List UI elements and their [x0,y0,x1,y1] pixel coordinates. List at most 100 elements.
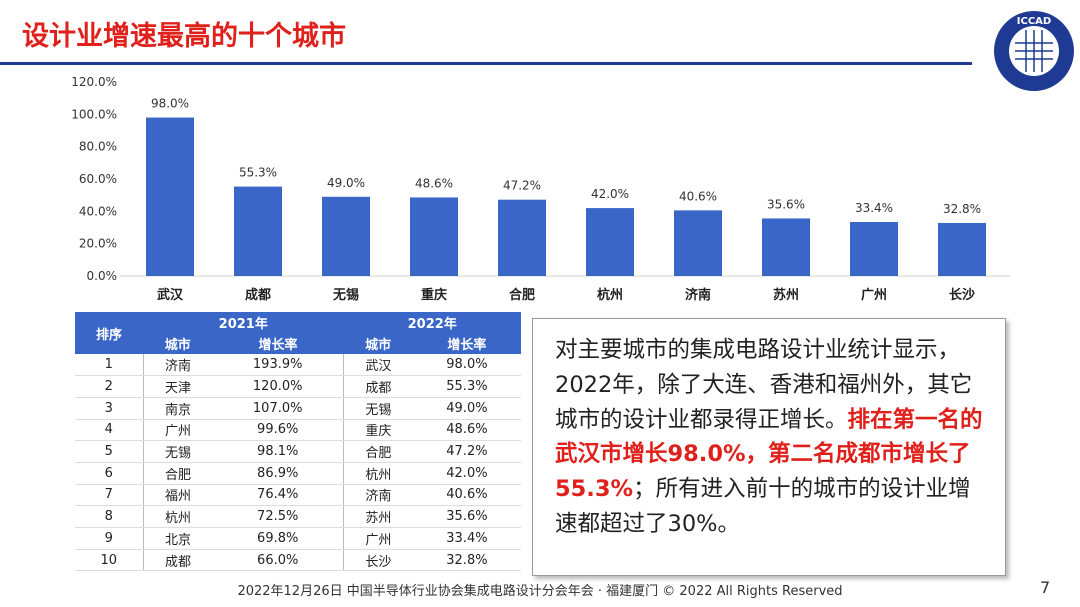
data-label: 33.4% [855,201,893,215]
rate-2021-cell: 193.9% [212,354,344,377]
rate-header: 增长率 [412,333,521,354]
rate-2022-cell: 47.2% [412,440,521,463]
data-label: 49.0% [327,176,365,190]
y-tick-label: 40.0% [79,204,117,218]
y-tick-label: 60.0% [79,172,117,186]
city-header: 城市 [143,333,213,354]
rate-2021-cell: 99.6% [212,419,344,442]
table-row: 9 北京 69.8% 广州 33.4% [75,527,521,550]
y-tick-label: 0.0% [87,269,118,283]
table-row: 7 福州 76.4% 济南 40.6% [75,484,521,507]
year-2022-header: 2022年 [343,312,521,333]
bar-chart: 0.0% 20.0% 40.0% 60.0% 80.0% 100.0% 120.0% 98.0… [71,75,1010,303]
rank-cell: 8 [75,505,144,528]
rate-2021-cell: 66.0% [212,549,344,572]
y-tick-label: 20.0% [79,237,117,251]
rate-2022-cell: 98.0% [412,354,521,377]
table-row: 2 天津 120.0% 成都 55.3% [75,375,521,398]
table-row: 5 无锡 98.1% 合肥 47.2% [75,440,521,463]
rate-2021-cell: 120.0% [212,375,344,398]
rate-2021-cell: 107.0% [212,397,344,420]
city-2022-cell: 重庆 [343,419,413,442]
rate-header: 增长率 [212,333,344,354]
data-label: 40.6% [679,189,717,203]
rate-2022-cell: 40.6% [412,484,521,507]
rate-2021-cell: 69.8% [212,527,344,550]
title-divider [0,62,972,65]
x-tick-label: 合肥 [509,287,535,303]
city-2021-cell: 济南 [143,354,213,377]
city-2021-cell: 杭州 [143,505,213,528]
rank-cell: 5 [75,440,144,463]
city-2022-cell: 广州 [343,527,413,550]
rate-2021-cell: 98.1% [212,440,344,463]
data-label: 32.8% [943,202,981,216]
x-tick-label: 杭州 [597,287,623,303]
city-2021-cell: 天津 [143,375,213,398]
data-label: 47.2% [503,179,541,193]
rank-cell: 9 [75,527,144,550]
rate-2022-cell: 33.4% [412,527,521,550]
x-tick-label: 苏州 [773,287,799,303]
rate-2021-cell: 86.9% [212,462,344,485]
summary-text: 对主要城市的集成电路设计业统计显示，2022年，除了大连、香港和福州外，其它城市… [555,337,973,433]
data-label: 55.3% [239,166,277,180]
year-2021-header: 2021年 [143,312,344,333]
ranking-table: 排序 2021年 2022年 城市 增长率 城市 增长率 1 济南 193.9% 武汉… [75,312,521,572]
bar [234,186,282,276]
table-row: 1 济南 193.9% 武汉 98.0% [75,354,521,377]
bar [322,196,370,276]
bar [498,199,546,276]
table-row: 10 成都 66.0% 长沙 32.8% [75,549,521,572]
city-header: 城市 [343,333,413,354]
city-2021-cell: 合肥 [143,462,213,485]
summary-text-end: ；所有进入前十的城市的设计业增速都超过了30%。 [555,476,971,537]
city-2021-cell: 成都 [143,549,213,572]
rate-2021-cell: 72.5% [212,505,344,528]
rate-2022-cell: 32.8% [412,549,521,572]
x-tick-label: 无锡 [332,287,359,303]
city-2021-cell: 北京 [143,527,213,550]
rate-2022-cell: 49.0% [412,397,521,420]
bar [850,222,898,276]
bar [146,117,194,276]
bar [762,218,810,276]
rank-cell: 1 [75,354,144,377]
slide-title: 设计业增速最高的十个城市 [22,21,346,52]
city-2022-cell: 武汉 [343,354,413,377]
city-2022-cell: 无锡 [343,397,413,420]
y-tick-label: 100.0% [71,107,117,121]
x-tick-label: 广州 [861,287,887,303]
bar [938,222,986,276]
table-row: 6 合肥 86.9% 杭州 42.0% [75,462,521,485]
x-tick-label: 成都 [245,287,271,303]
rate-2022-cell: 42.0% [412,462,521,485]
rank-cell: 10 [75,549,144,572]
page-number: 7 [1040,578,1051,597]
rate-2022-cell: 35.6% [412,505,521,528]
city-2021-cell: 福州 [143,484,213,507]
rank-cell: 3 [75,397,144,420]
rate-2022-cell: 55.3% [412,375,521,398]
city-2021-cell: 广州 [143,419,213,442]
data-label: 35.6% [767,197,805,211]
city-2021-cell: 南京 [143,397,213,420]
rate-2022-cell: 48.6% [412,419,521,442]
summary-highlight: 排在第一名的武汉市增长98.0%，第二名成都市增长了55.3% [555,406,983,503]
table-row: 3 南京 107.0% 无锡 49.0% [75,397,521,420]
summary-textbox: 对主要城市的集成电路设计业统计显示，2022年，除了大连、香港和福州外，其它城市… [532,318,1006,576]
x-tick-label: 武汉 [157,287,184,303]
data-label: 42.0% [591,187,629,201]
y-tick-label: 120.0% [71,75,117,89]
x-tick-label: 长沙 [949,287,975,303]
rank-cell: 7 [75,484,144,507]
footer: 2022年12月26日 中国半导体行业协会集成电路设计分会年会 · 福建厦门 ©… [237,584,843,599]
table-row: 4 广州 99.6% 重庆 48.6% [75,419,521,442]
city-2022-cell: 杭州 [343,462,413,485]
x-tick-label: 重庆 [421,287,447,303]
city-2021-cell: 无锡 [143,440,213,463]
table-row: 8 杭州 72.5% 苏州 35.6% [75,505,521,528]
city-2022-cell: 苏州 [343,505,413,528]
rate-2021-cell: 76.4% [212,484,344,507]
rank-cell: 4 [75,419,144,442]
